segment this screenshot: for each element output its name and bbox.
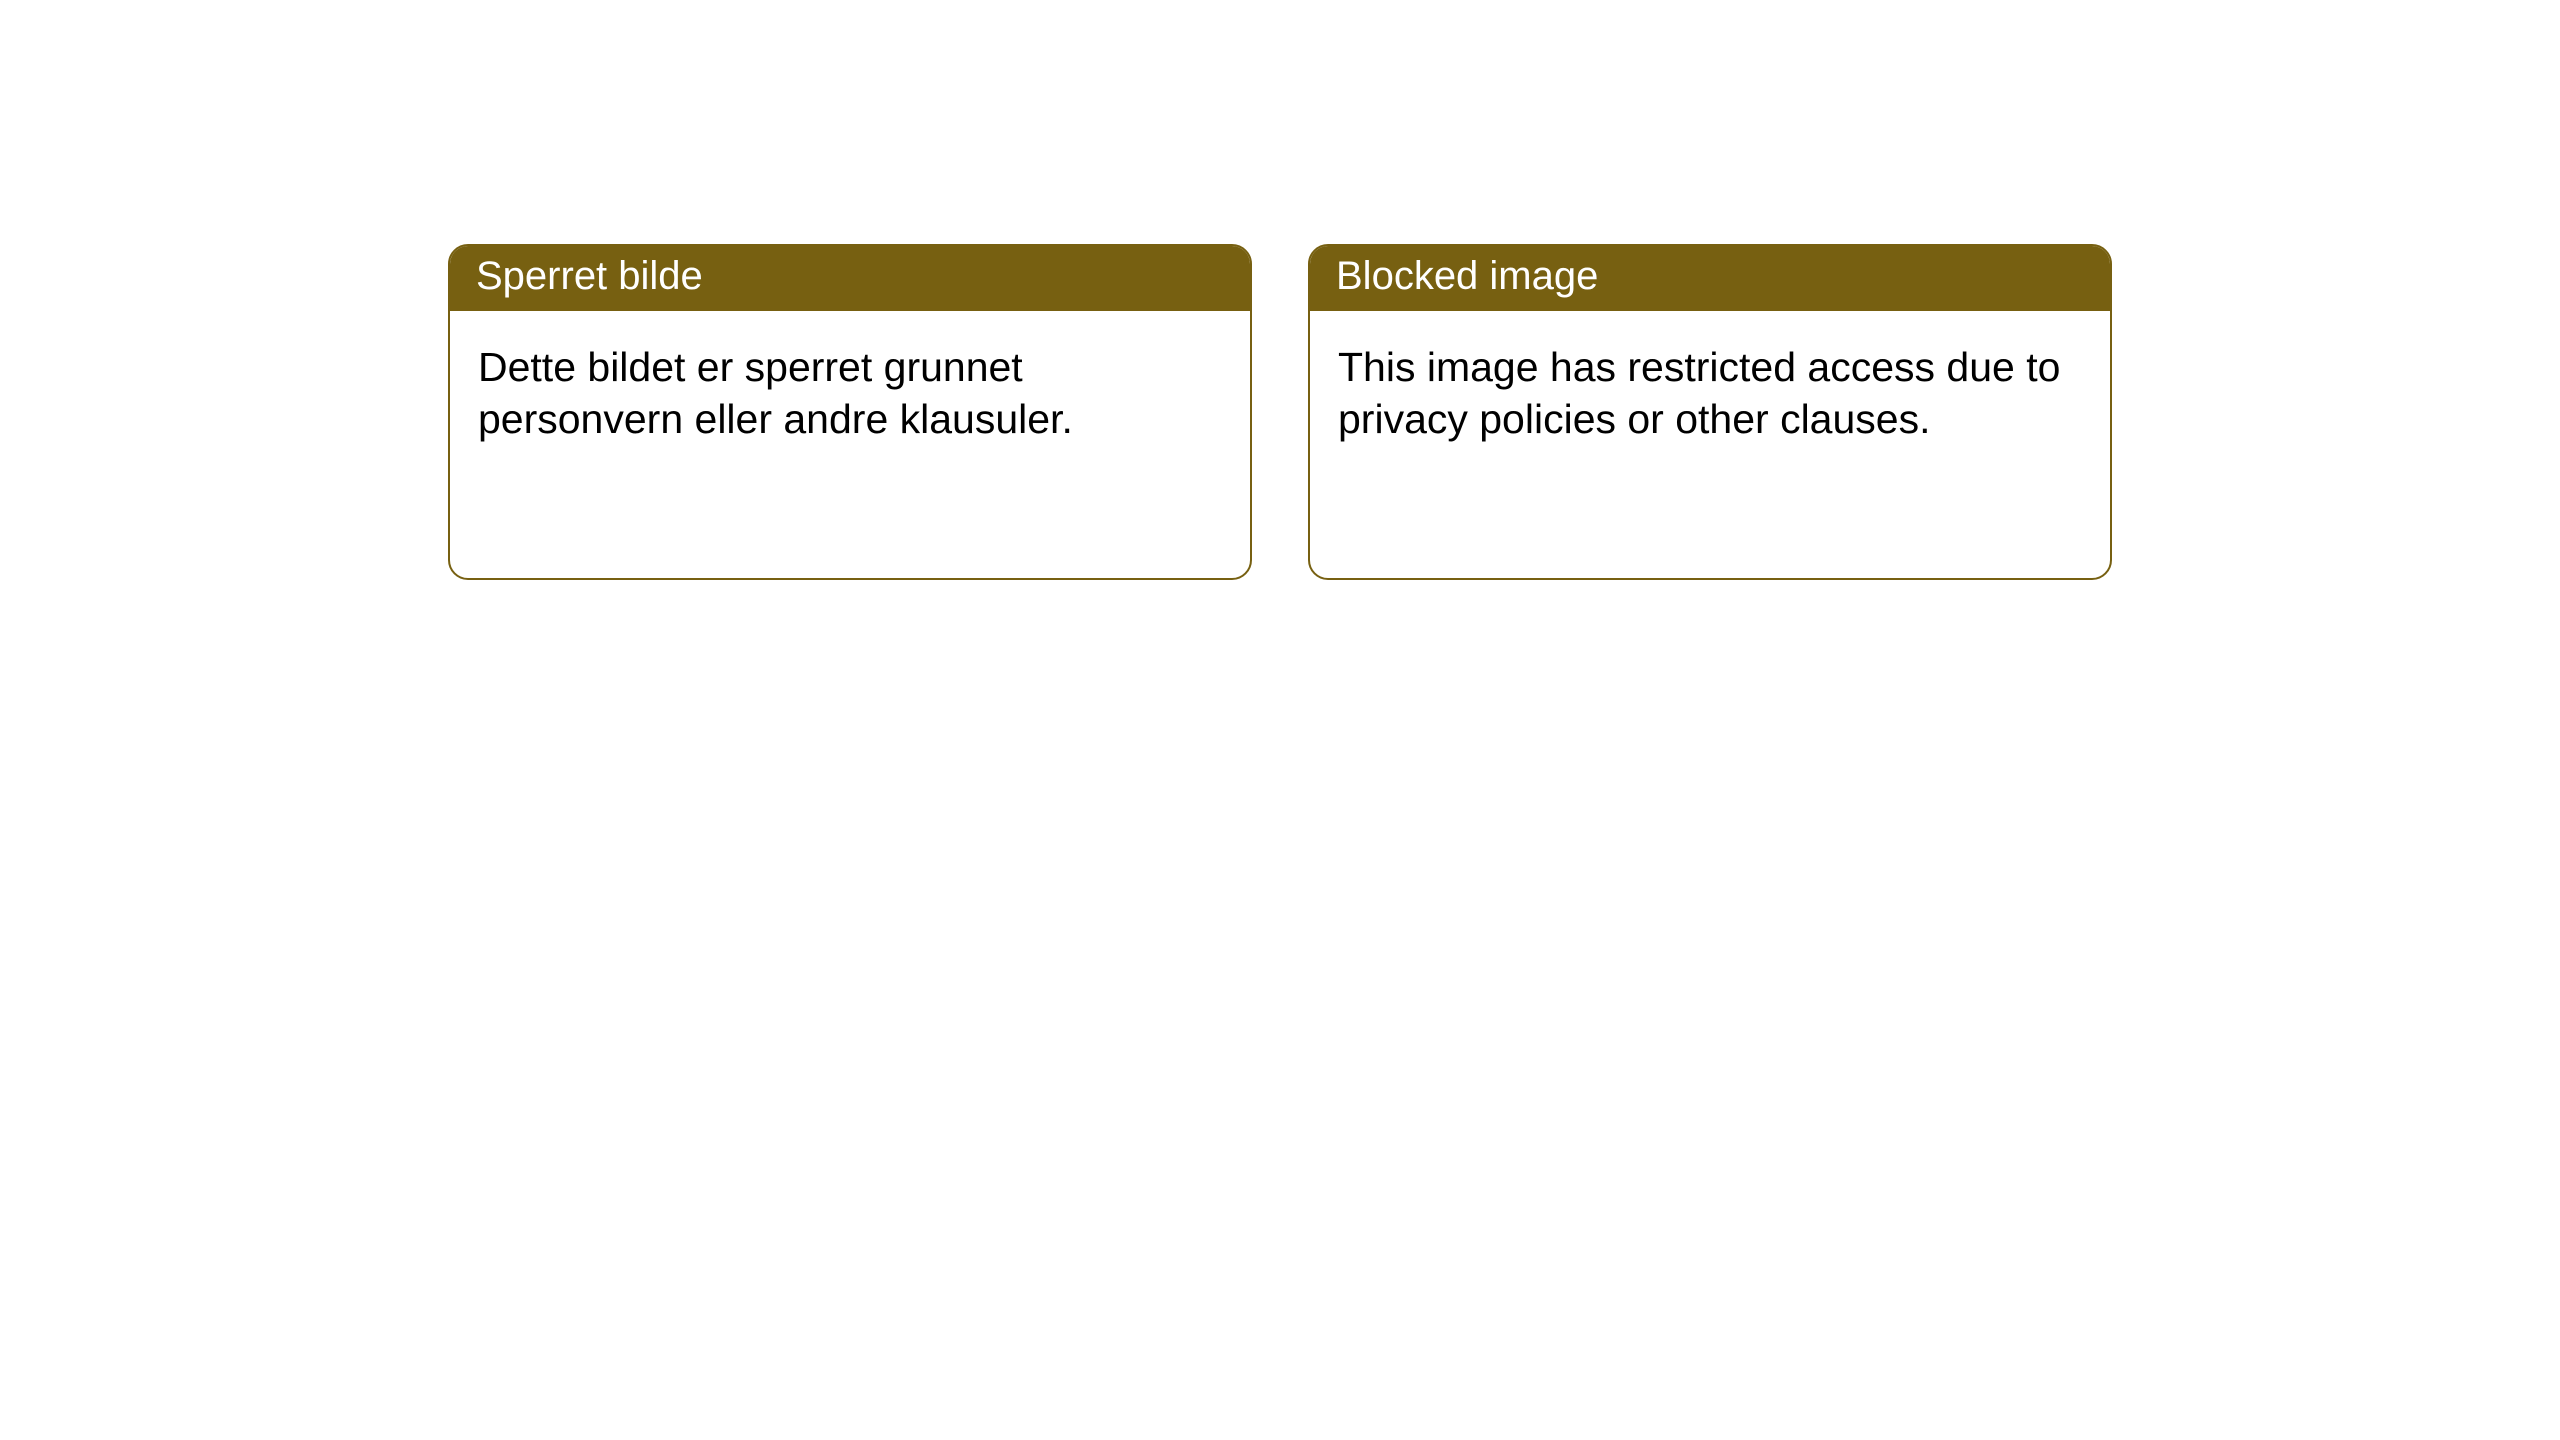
card-title: Sperret bilde <box>476 254 703 298</box>
notice-card-english: Blocked image This image has restricted … <box>1308 244 2112 580</box>
notice-card-norwegian: Sperret bilde Dette bildet er sperret gr… <box>448 244 1252 580</box>
card-title: Blocked image <box>1336 254 1598 298</box>
card-body: This image has restricted access due to … <box>1310 311 2110 476</box>
card-body-text: Dette bildet er sperret grunnet personve… <box>478 344 1073 442</box>
card-body: Dette bildet er sperret grunnet personve… <box>450 311 1250 476</box>
card-header: Blocked image <box>1310 246 2110 311</box>
card-body-text: This image has restricted access due to … <box>1338 344 2060 442</box>
notice-container: Sperret bilde Dette bildet er sperret gr… <box>0 0 2560 580</box>
card-header: Sperret bilde <box>450 246 1250 311</box>
